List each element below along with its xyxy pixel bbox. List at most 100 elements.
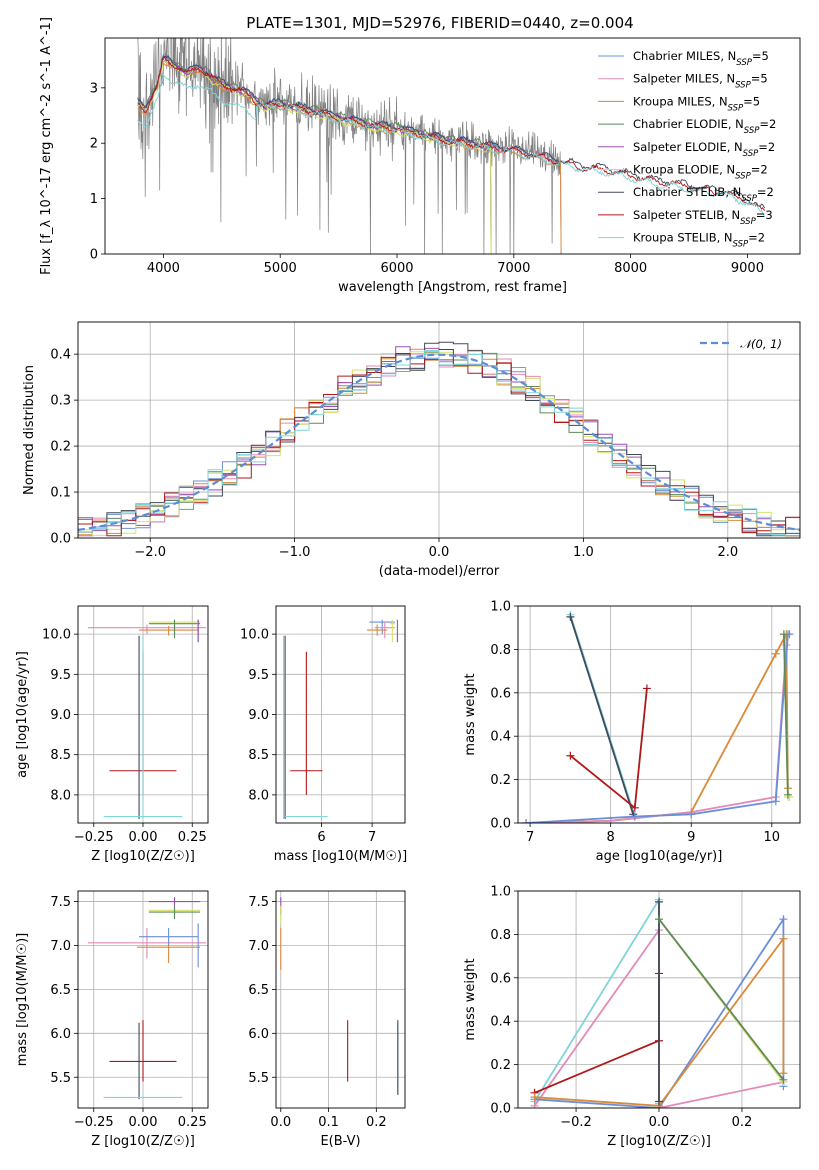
plot-area [283,619,398,819]
y-tick-label: 0.4 [490,1015,511,1030]
plot-area [530,895,788,1108]
x-tick-label: 0.2 [366,1115,387,1130]
x-tick-label: 5000 [264,261,297,276]
weight-line [526,633,790,823]
x-tick-label: 10 [764,830,781,845]
x-tick-label: 9000 [731,261,764,276]
weight-marker [566,751,575,760]
y-axis-label: Normed distribution [22,365,37,495]
axes-frame [517,605,801,824]
histogram-step [78,341,800,537]
weight-marker [687,810,696,819]
y-tick-label: 0.2 [490,1058,511,1073]
y-tick-label: 0.6 [490,971,511,986]
y-tick-label: 7.5 [50,895,71,910]
x-tick-label: 0.25 [178,830,207,845]
y-tick-label: 0.8 [490,928,511,943]
y-tick-label: 9.0 [248,708,269,723]
axes-frame [77,605,209,824]
plot-area [87,897,207,1100]
y-tick-label: 0.0 [50,532,71,547]
y-axis-label: Flux [f_λ 10^-17 erg cm^-2 s^-1 A^-1] [39,17,54,275]
y-tick-label: 0.4 [50,348,71,363]
axes-frame [77,890,209,1109]
x-axis-label: Z [log10(Z/Z☉)] [607,1134,711,1149]
legend-entry: 𝒩(0, 1) [740,337,782,351]
weight-line [526,633,789,823]
y-tick-label: 0.1 [50,486,71,501]
plot-area [87,619,207,819]
y-tick-label: 0.0 [490,817,511,832]
weight-marker [783,790,792,799]
x-tick-label: 7 [526,830,534,845]
x-tick-label: 2.0 [717,545,738,560]
x-tick-label: 8000 [614,261,647,276]
weight-marker [530,1093,539,1102]
y-tick-label: 5.5 [248,1071,269,1086]
legend-entry: Chabrier MILES, NSSP=5 [633,49,769,68]
y-tick-label: 8.0 [248,788,269,803]
legend-entry: Salpeter ELODIE, NSSP=2 [633,140,775,159]
weight-marker [642,684,651,693]
y-tick-label: 1.0 [490,885,511,900]
age-vs-metallicity-panel: −0.25 0.00 0.25 8.0 8.5 9.0 9.5 10.0 Z [log10(Z/… [15,605,209,864]
mass-vs-ebv-panel: 0.0 0.1 0.2 5.5 6.0 6.5 7.0 7.5 E(B-V) [248,890,406,1149]
y-tick-label: 0.0 [490,1102,511,1117]
model-spectrum-line [137,61,562,254]
x-tick-label: 0.0 [429,545,450,560]
x-tick-label: −0.25 [74,1115,114,1130]
mass-vs-metallicity-panel: −0.25 0.00 0.25 5.5 6.0 6.5 7.0 7.5 Z [log10(Z/Z… [15,890,209,1149]
weight-line [534,935,785,1107]
y-tick-label: 2 [90,137,98,152]
y-tick-label: 1.0 [490,600,511,615]
plot-area [137,38,766,254]
y-tick-label: 5.5 [50,1071,71,1086]
x-axis-label: Z [log10(Z/Z☉)] [91,1134,195,1149]
y-tick-label: 1 [90,192,98,207]
axes-frame [275,890,406,1109]
weight-marker [655,897,663,906]
y-tick-label: 0.2 [490,773,511,788]
weight-marker [779,934,788,943]
weight-line [569,616,636,818]
x-axis-label: age [log10(age/yr)] [596,849,723,864]
y-tick-label: 0 [90,248,98,263]
y-tick-label: 6.0 [50,1027,71,1042]
legend-entry: Kroupa MILES, NSSP=5 [633,94,760,113]
x-axis-label: E(B-V) [320,1134,360,1149]
y-tick-label: 0.6 [490,686,511,701]
axes-frame [77,321,801,539]
age-vs-mass-panel: 6 7 8.0 8.5 9.0 9.5 10.0 mass [log10(M/M☉)] [240,605,407,864]
x-tick-label: −0.25 [74,830,114,845]
weight-marker [771,649,780,658]
axes-frame [517,890,801,1109]
residual-histogram-panel: −2.0 −1.0 0.0 1.0 2.0 0.0 0.1 0.2 0.3 0.4 (data-mo… [22,321,801,579]
legend-entry: Chabrier ELODIE, NSSP=2 [633,117,776,136]
x-tick-label: 0.1 [318,1115,339,1130]
legend-entry: Kroupa ELODIE, NSSP=2 [633,163,768,182]
y-tick-label: 8.5 [248,748,269,763]
normal-curve [78,353,800,531]
y-tick-label: 10.0 [240,628,269,643]
x-tick-label: 6000 [380,261,413,276]
plot-area [280,897,399,1095]
weight-vs-metallicity-panel: −0.2 0.0 0.2 0.0 0.2 0.4 0.6 0.8 1.0 Z [log10(Z/Z… [463,885,801,1149]
y-axis-label: mass [log10(M/M☉)] [15,933,30,1066]
model-spectrum-line [137,55,766,211]
x-tick-label: 0.00 [129,1115,158,1130]
weight-line [526,645,788,823]
y-tick-label: 9.5 [50,668,71,683]
x-axis-label: (data-model)/error [379,564,500,579]
x-tick-label: 0.00 [129,830,158,845]
x-axis-label: wavelength [Angstrom, rest frame] [338,280,567,295]
weight-marker [771,797,780,806]
y-tick-label: 7.5 [248,895,269,910]
x-axis-label: Z [log10(Z/Z☉)] [91,849,195,864]
weight-marker [630,812,639,821]
model-spectrum-line [137,73,766,218]
observed-spectrum [137,38,561,254]
weight-line [658,918,785,1081]
x-tick-label: −1.0 [279,545,311,560]
x-tick-label: 0.0 [270,1115,291,1130]
legend-entry: Kroupa STELIB, NSSP=2 [633,231,765,250]
